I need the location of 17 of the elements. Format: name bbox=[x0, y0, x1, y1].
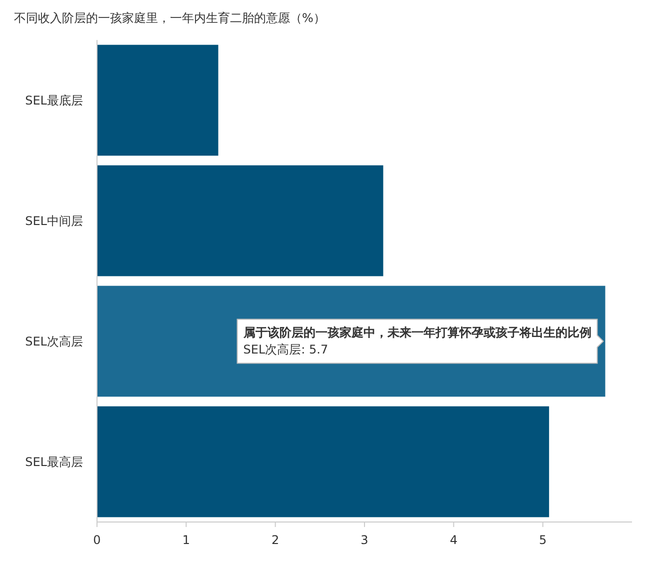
annotation: 属于该阶层的一孩家庭中，未来一年打算怀孕或孩子将出生的比例 bbox=[242, 325, 592, 340]
x-tick-label: 3 bbox=[360, 533, 368, 547]
x-tick-label: 2 bbox=[272, 533, 280, 547]
x-tick-label: 1 bbox=[182, 533, 190, 547]
y-tick-label: SEL最底层 bbox=[25, 93, 83, 108]
x-tick-label: 0 bbox=[93, 533, 101, 547]
bar bbox=[97, 165, 384, 276]
x-tick-label: 4 bbox=[450, 533, 458, 547]
chart-title: 不同收入阶层的一孩家庭里，一年内生育二胎的意愿（%） bbox=[14, 11, 326, 25]
tooltip: 属于该阶层的一孩家庭中，未来一年打算怀孕或孩子将出生的比例 SEL次高层: 5.7 bbox=[236, 318, 604, 364]
y-tick-label: SEL次高层 bbox=[25, 334, 83, 348]
bar bbox=[97, 406, 550, 518]
x-tick-label: 5 bbox=[539, 533, 547, 547]
annotation: SEL次高层: 5.7 bbox=[243, 342, 328, 356]
bar bbox=[97, 44, 218, 156]
y-tick-label: SEL中间层 bbox=[25, 214, 83, 228]
y-tick-label: SEL最高层 bbox=[25, 454, 83, 469]
